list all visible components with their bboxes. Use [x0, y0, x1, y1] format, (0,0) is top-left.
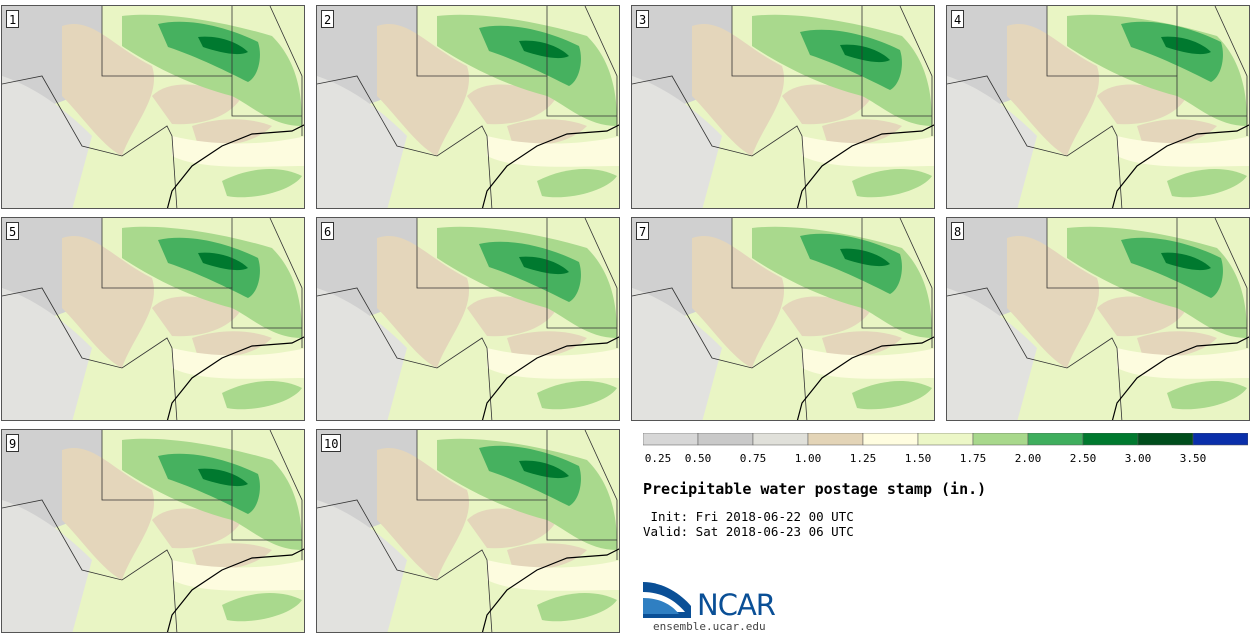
legend-tick-label: 0.50: [685, 452, 712, 463]
legend-swatch: [917, 433, 974, 446]
ensemble-member-stamp: 1: [1, 5, 305, 209]
legend-tick-label: 1.00: [795, 452, 822, 463]
member-label: 1: [6, 10, 20, 28]
valid-time: Valid: Sat 2018-06-23 06 UTC: [643, 524, 854, 539]
ensemble-member-stamp: 9: [1, 429, 305, 633]
ensemble-member-stamp: 5: [1, 217, 305, 421]
legend-swatch: [1192, 433, 1248, 446]
legend-swatch: [972, 433, 1029, 446]
legend-swatch: [752, 433, 809, 446]
member-label: 8: [951, 222, 965, 240]
ensemble-member-stamp: 3: [631, 5, 935, 209]
legend-tick-label: 1.50: [905, 452, 932, 463]
init-time: Init: Fri 2018-06-22 00 UTC: [643, 509, 854, 524]
legend-tick-label: 1.75: [960, 452, 987, 463]
ensemble-member-stamp: 2: [316, 5, 620, 209]
legend-tick-label: 3.50: [1180, 452, 1207, 463]
member-label: 6: [321, 222, 335, 240]
ensemble-member-stamp: 10: [316, 429, 620, 633]
legend-swatch: [1027, 433, 1084, 446]
legend-swatch: [807, 433, 864, 446]
legend-tick-label: 3.00: [1125, 452, 1152, 463]
legend-tick-label: 1.25: [850, 452, 877, 463]
member-label: 7: [636, 222, 650, 240]
member-label: 3: [636, 10, 650, 28]
ensemble-member-stamp: 4: [946, 5, 1250, 209]
legend-tick-label: 0.25: [645, 452, 672, 463]
legend-swatch: [643, 433, 699, 446]
chart-title: Precipitable water postage stamp (in.): [643, 480, 987, 498]
legend-tick-label: 0.75: [740, 452, 767, 463]
legend-swatch: [697, 433, 754, 446]
legend-tick-label: 2.00: [1015, 452, 1042, 463]
ensemble-member-stamp: 6: [316, 217, 620, 421]
legend-swatch: [1082, 433, 1139, 446]
legend-swatch: [862, 433, 919, 446]
legend-swatch: [1137, 433, 1194, 446]
colorbar-legend: 0.25 0.50 0.75 1.00 1.25 1.50 1.75 2.00 2.50 3.00…: [643, 433, 1248, 463]
ncar-wordmark: NCAR: [697, 588, 776, 622]
member-label: 10: [321, 434, 342, 452]
ncar-logo-icon: [643, 582, 691, 618]
legend-tick-label: 2.50: [1070, 452, 1097, 463]
member-label: 2: [321, 10, 335, 28]
member-label: 9: [6, 434, 20, 452]
member-label: 4: [951, 10, 965, 28]
member-label: 5: [6, 222, 20, 240]
ensemble-url: ensemble.ucar.edu: [653, 620, 766, 633]
ensemble-member-stamp: 7: [631, 217, 935, 421]
ensemble-member-stamp: 8: [946, 217, 1250, 421]
